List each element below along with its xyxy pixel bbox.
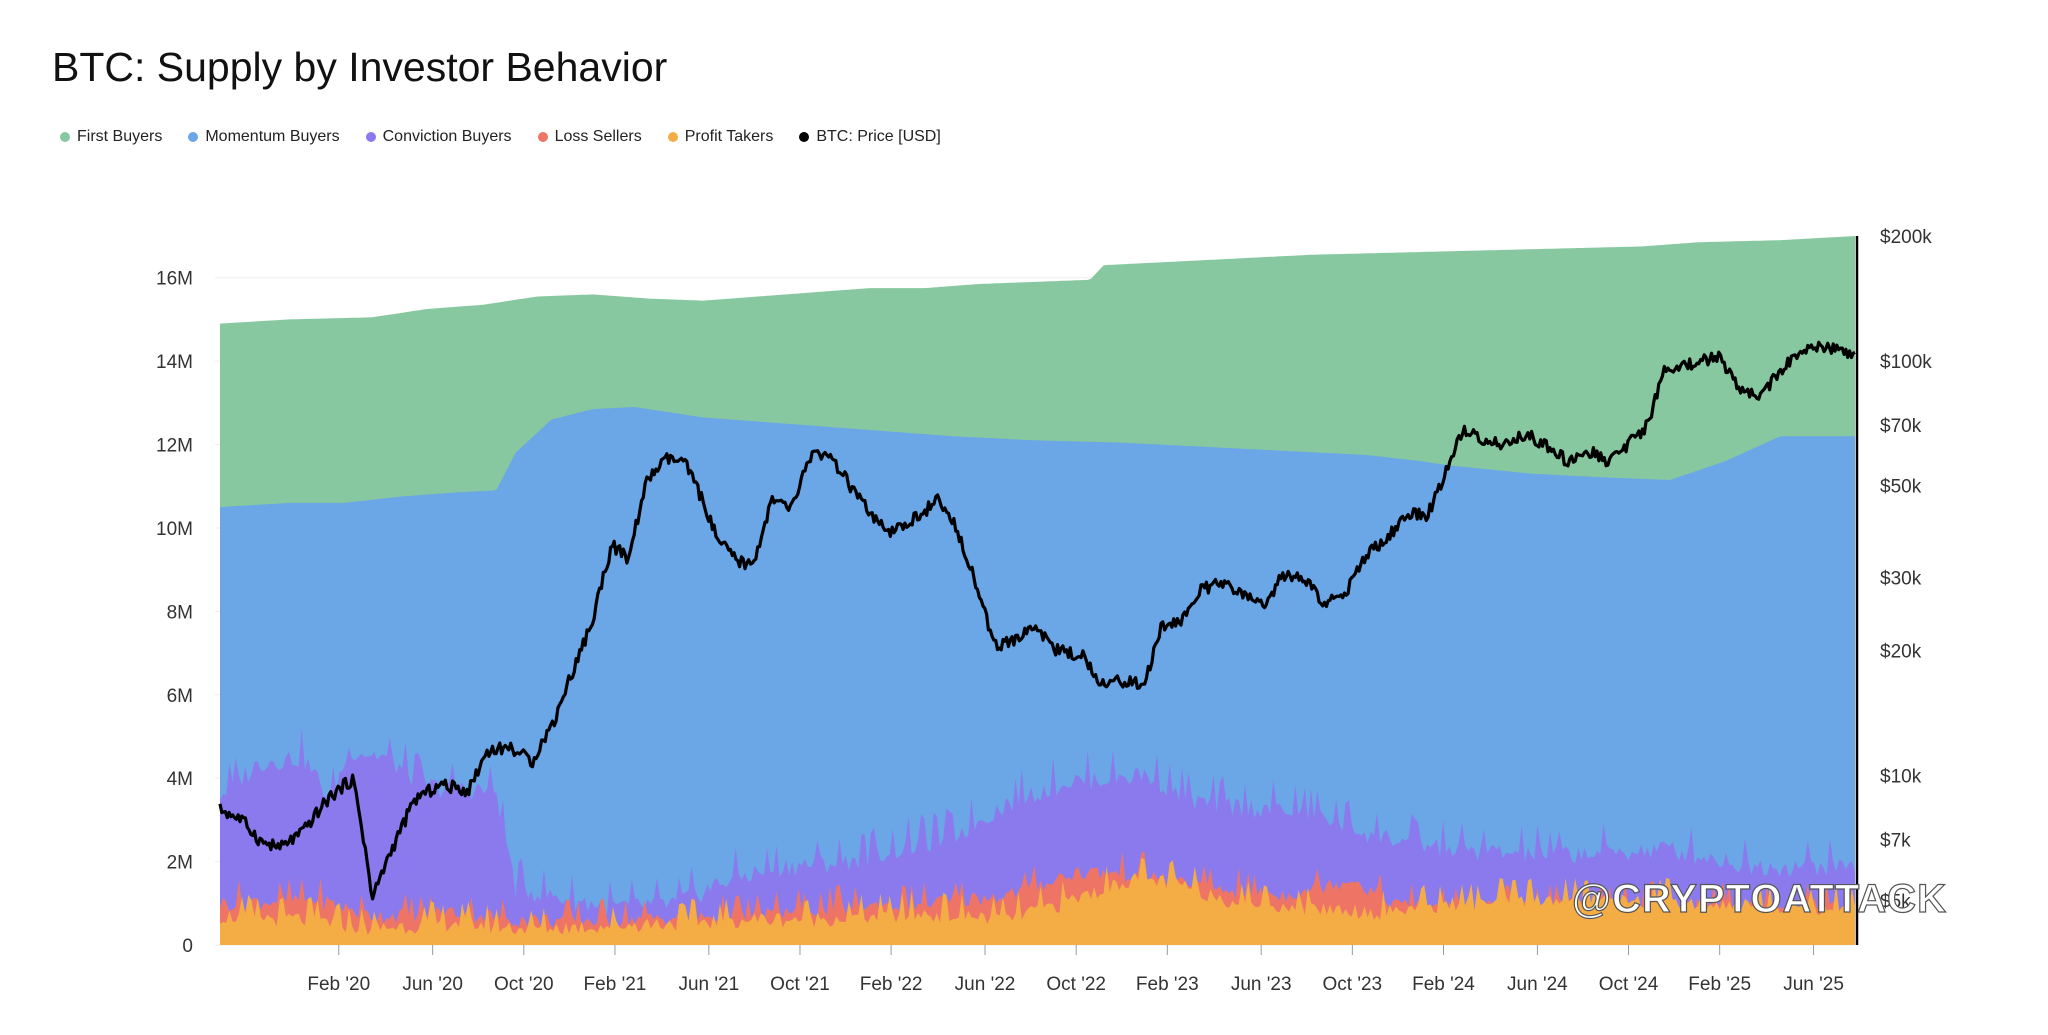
x-tick-label: Feb '23: [1136, 974, 1199, 995]
legend-item-conviction-buyers[interactable]: Conviction Buyers: [365, 128, 512, 146]
price-line-group: [218, 340, 1856, 901]
y-left-tick-label: 4M: [167, 769, 193, 790]
x-tick-label: Jun '22: [955, 974, 1016, 995]
y-left-tick-label: 8M: [167, 602, 193, 623]
y-right-tick-label: $200k: [1880, 227, 1932, 248]
y-left-tick-label: 0: [182, 936, 193, 957]
x-tick-label: Oct '20: [494, 974, 554, 995]
x-tick-label: Jun '23: [1231, 974, 1292, 995]
legend-dot-loss-sellers: [537, 132, 548, 142]
x-tick-label: Jun '25: [1783, 974, 1844, 995]
price-line: [218, 340, 1856, 901]
area-momentum-buyers: [220, 407, 1855, 946]
legend-dot-profit-takers: [667, 132, 678, 142]
y-right-tick-label: $7k: [1880, 831, 1911, 852]
legend-dot-btc-price: [799, 132, 810, 142]
x-tick-label: Feb '24: [1412, 974, 1475, 995]
y-right-tick-label: $10k: [1880, 766, 1922, 787]
left-axis-labels: 0 2M 4M 6M 8M 10M 12M 14M 16M: [156, 269, 193, 957]
legend-item-momentum-buyers[interactable]: Momentum Buyers: [188, 128, 340, 146]
legend-item-btc-price[interactable]: BTC: Price [USD]: [799, 128, 941, 146]
chart-title: BTC: Supply by Investor Behavior: [52, 44, 668, 90]
legend-dot-momentum-buyers: [188, 132, 199, 142]
x-tick-label: Oct '21: [770, 974, 830, 995]
y-right-tick-label: $20k: [1880, 642, 1922, 663]
x-tick-label: Feb '25: [1688, 974, 1751, 995]
x-tick-label: Feb '22: [860, 974, 923, 995]
x-tick-label: Jun '24: [1507, 974, 1568, 995]
x-tick-label: Oct '24: [1599, 974, 1659, 995]
x-tick-label: Oct '22: [1046, 974, 1106, 995]
legend-label: Momentum Buyers: [205, 128, 340, 145]
y-left-tick-label: 14M: [156, 352, 193, 373]
legend-label: Profit Takers: [684, 128, 774, 145]
y-left-tick-label: 10M: [156, 519, 193, 540]
legend-label: BTC: Price [USD]: [816, 128, 941, 145]
legend-dot-conviction-buyers: [365, 132, 376, 142]
x-tick-label: Oct '23: [1323, 974, 1383, 995]
x-tick-label: Feb '21: [584, 974, 647, 995]
legend-item-profit-takers[interactable]: Profit Takers: [667, 128, 774, 146]
legend-item-loss-sellers[interactable]: Loss Sellers: [537, 128, 642, 146]
x-axis-labels: Feb '20 Jun '20 Oct '20 Feb '21 Jun '21 Oct '…: [307, 945, 1844, 995]
legend: First Buyers Momentum Buyers Conviction …: [60, 128, 941, 146]
y-left-tick-label: 6M: [167, 686, 193, 707]
y-left-tick-label: 2M: [167, 853, 193, 874]
x-tick-label: Feb '20: [307, 974, 370, 995]
legend-label: Conviction Buyers: [382, 128, 512, 145]
legend-label: Loss Sellers: [554, 128, 642, 145]
y-right-tick-label: $100k: [1880, 352, 1932, 373]
area-conviction-buyers: [220, 727, 1855, 945]
y-right-tick-label: $30k: [1880, 569, 1922, 590]
right-axis-labels: $5k $7k $10k $20k $30k $50k $70k $100k $200k: [1880, 227, 1932, 912]
legend-dot-first-buyers: [60, 132, 70, 142]
y-right-tick-label: $70k: [1880, 416, 1922, 437]
y-right-tick-label: $5k: [1880, 891, 1911, 912]
legend-item-first-buyers[interactable]: First Buyers: [60, 128, 162, 146]
legend-label: First Buyers: [77, 128, 163, 145]
y-left-tick-label: 16M: [156, 269, 193, 290]
stacked-areas: [220, 236, 1855, 946]
area-profit-takers: [220, 857, 1855, 945]
y-right-tick-label: $50k: [1880, 477, 1922, 498]
x-tick-label: Jun '21: [678, 974, 739, 995]
x-tick-label: Jun '20: [402, 974, 463, 995]
credit-overlay: @CRYPTOATTACK: [1572, 877, 1947, 921]
y-left-tick-label: 12M: [156, 436, 193, 457]
